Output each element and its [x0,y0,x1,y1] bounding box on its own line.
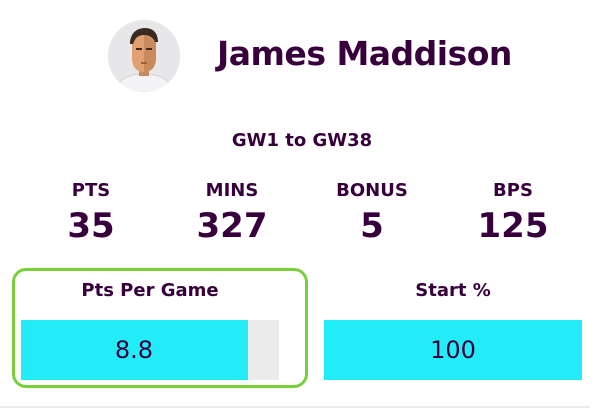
player-name: James Maddison [217,34,512,73]
start-pct-bar: 100 [324,320,582,380]
stat-value: 125 [477,206,549,246]
stat-bonus: BONUS 5 [302,180,442,246]
stat-value: 327 [196,206,268,246]
gameweek-range: GW1 to GW38 [231,130,373,151]
player-avatar-icon-graphic [108,20,180,92]
stat-bps: BPS 125 [443,180,583,246]
pts-per-game-title: Pts Per Game [81,280,219,301]
stat-label: BPS [493,180,533,201]
stat-label: BONUS [336,180,408,201]
stat-label: PTS [71,180,111,201]
stat-value: 5 [360,206,384,246]
stat-mins: MINS 327 [162,180,302,246]
start-pct-value: 100 [430,336,476,364]
start-pct-title: Start % [415,280,491,301]
pts-per-game-bar: 8.8 [21,320,279,380]
player-avatar-icon [108,20,180,92]
player-header: James Maddison [0,0,604,110]
stat-value: 35 [67,206,115,246]
pts-per-game-bar-fill [21,320,249,380]
start-pct-bar-fill [324,320,582,380]
highlight-outline [12,268,308,388]
pts-per-game-value: 8.8 [114,336,154,364]
divider [0,406,590,408]
stat-pts: PTS 35 [21,180,161,246]
stat-label: MINS [205,180,259,201]
